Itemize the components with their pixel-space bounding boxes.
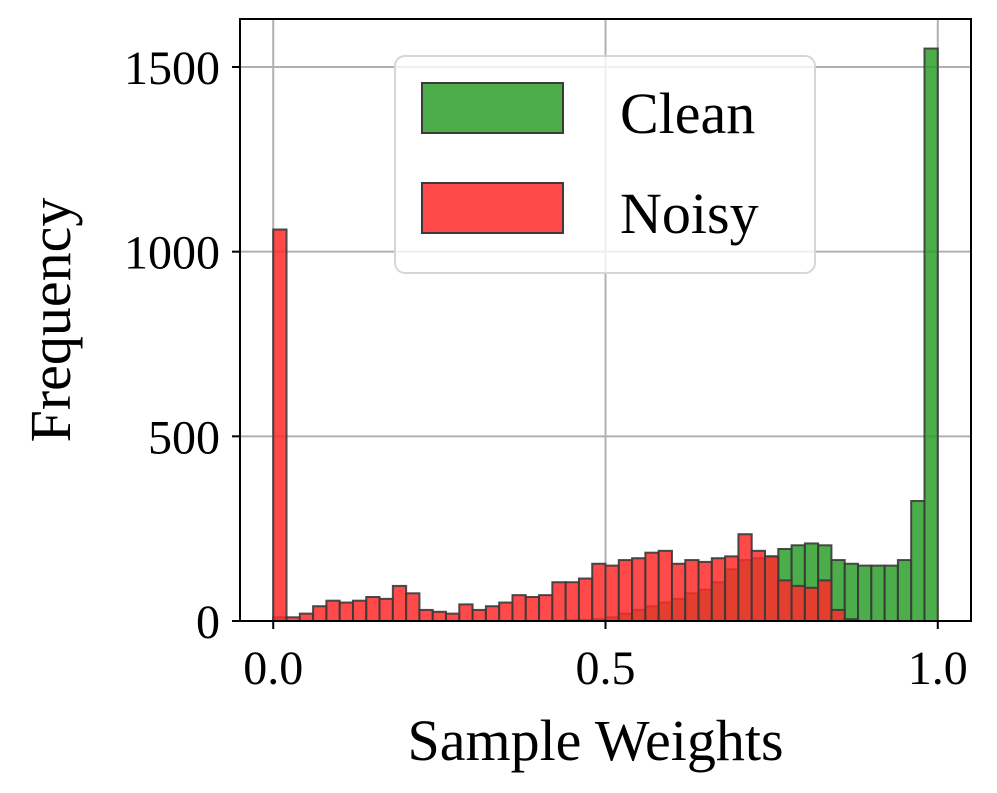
bar-noisy-3 (312, 605, 328, 622)
legend: Clean Noisy (394, 55, 816, 274)
bar-noisy-20 (538, 594, 554, 622)
bar-noisy-26 (617, 559, 634, 622)
x-axis-title: Sample Weights (407, 708, 783, 773)
bar-noisy-8 (378, 597, 394, 623)
bar-clean-43 (843, 562, 860, 622)
bar-noisy-13 (445, 612, 461, 623)
bar-noisy-40 (803, 586, 820, 623)
bar-noisy-16 (484, 605, 501, 622)
bar-noisy-34 (724, 555, 740, 623)
bar-noisy-38 (777, 579, 793, 622)
bar-noisy-19 (524, 595, 541, 622)
bar-noisy-7 (365, 595, 381, 622)
bar-noisy-9 (391, 584, 408, 623)
bar-noisy-10 (405, 592, 421, 622)
bar-noisy-28 (644, 551, 660, 623)
bar-noisy-36 (750, 549, 766, 623)
bar-clean-49 (923, 47, 939, 622)
bar-clean-48 (910, 499, 926, 623)
bar-noisy-37 (763, 555, 780, 623)
ticks-layer: 0.0 0.5 1.0 0 500 1000 1500 (124, 42, 968, 695)
bar-noisy-33 (710, 557, 727, 622)
bar-clean-46 (883, 564, 899, 623)
bar-noisy-2 (298, 612, 315, 623)
legend-label-noisy: Noisy (620, 181, 759, 246)
bar-noisy-21 (551, 581, 567, 623)
bar-noisy-18 (511, 594, 527, 622)
bar-noisy-30 (670, 562, 687, 622)
y-tick-label-3: 1500 (124, 42, 220, 95)
x-tick-label-0: 0.0 (243, 642, 303, 695)
x-tick-label-2: 1.0 (908, 642, 968, 695)
bar-noisy-32 (697, 560, 713, 622)
legend-label-clean: Clean (620, 81, 755, 146)
y-tick-label-2: 1000 (124, 227, 220, 280)
bar-noisy-35 (737, 533, 753, 623)
bar-noisy-31 (684, 559, 700, 622)
bar-noisy-25 (604, 564, 620, 623)
y-axis-title: Frequency (18, 198, 83, 443)
legend-swatch-noisy (421, 182, 564, 234)
bar-noisy-0 (272, 228, 288, 622)
bar-noisy-41 (817, 579, 833, 622)
bar-noisy-11 (418, 608, 434, 622)
legend-swatch-clean (421, 82, 564, 134)
bar-clean-44 (857, 564, 873, 623)
bar-noisy-27 (631, 557, 647, 622)
bar-noisy-22 (564, 581, 580, 623)
bar-noisy-23 (577, 577, 594, 622)
bar-noisy-17 (498, 601, 514, 623)
bar-clean-45 (870, 564, 886, 623)
bar-noisy-15 (471, 608, 487, 622)
bar-noisy-4 (325, 599, 341, 623)
y-tick-label-0: 0 (196, 596, 220, 649)
bar-noisy-39 (790, 584, 806, 623)
bar-clean-47 (896, 559, 913, 622)
bar-noisy-5 (338, 601, 354, 623)
bar-noisy-6 (351, 599, 368, 623)
bar-noisy-42 (830, 608, 846, 622)
bar-noisy-14 (458, 603, 474, 623)
bar-noisy-29 (657, 549, 673, 623)
bar-noisy-24 (591, 562, 607, 622)
y-tick-label-1: 500 (148, 411, 220, 464)
bar-noisy-12 (431, 610, 448, 622)
x-tick-label-1: 0.5 (576, 642, 636, 695)
